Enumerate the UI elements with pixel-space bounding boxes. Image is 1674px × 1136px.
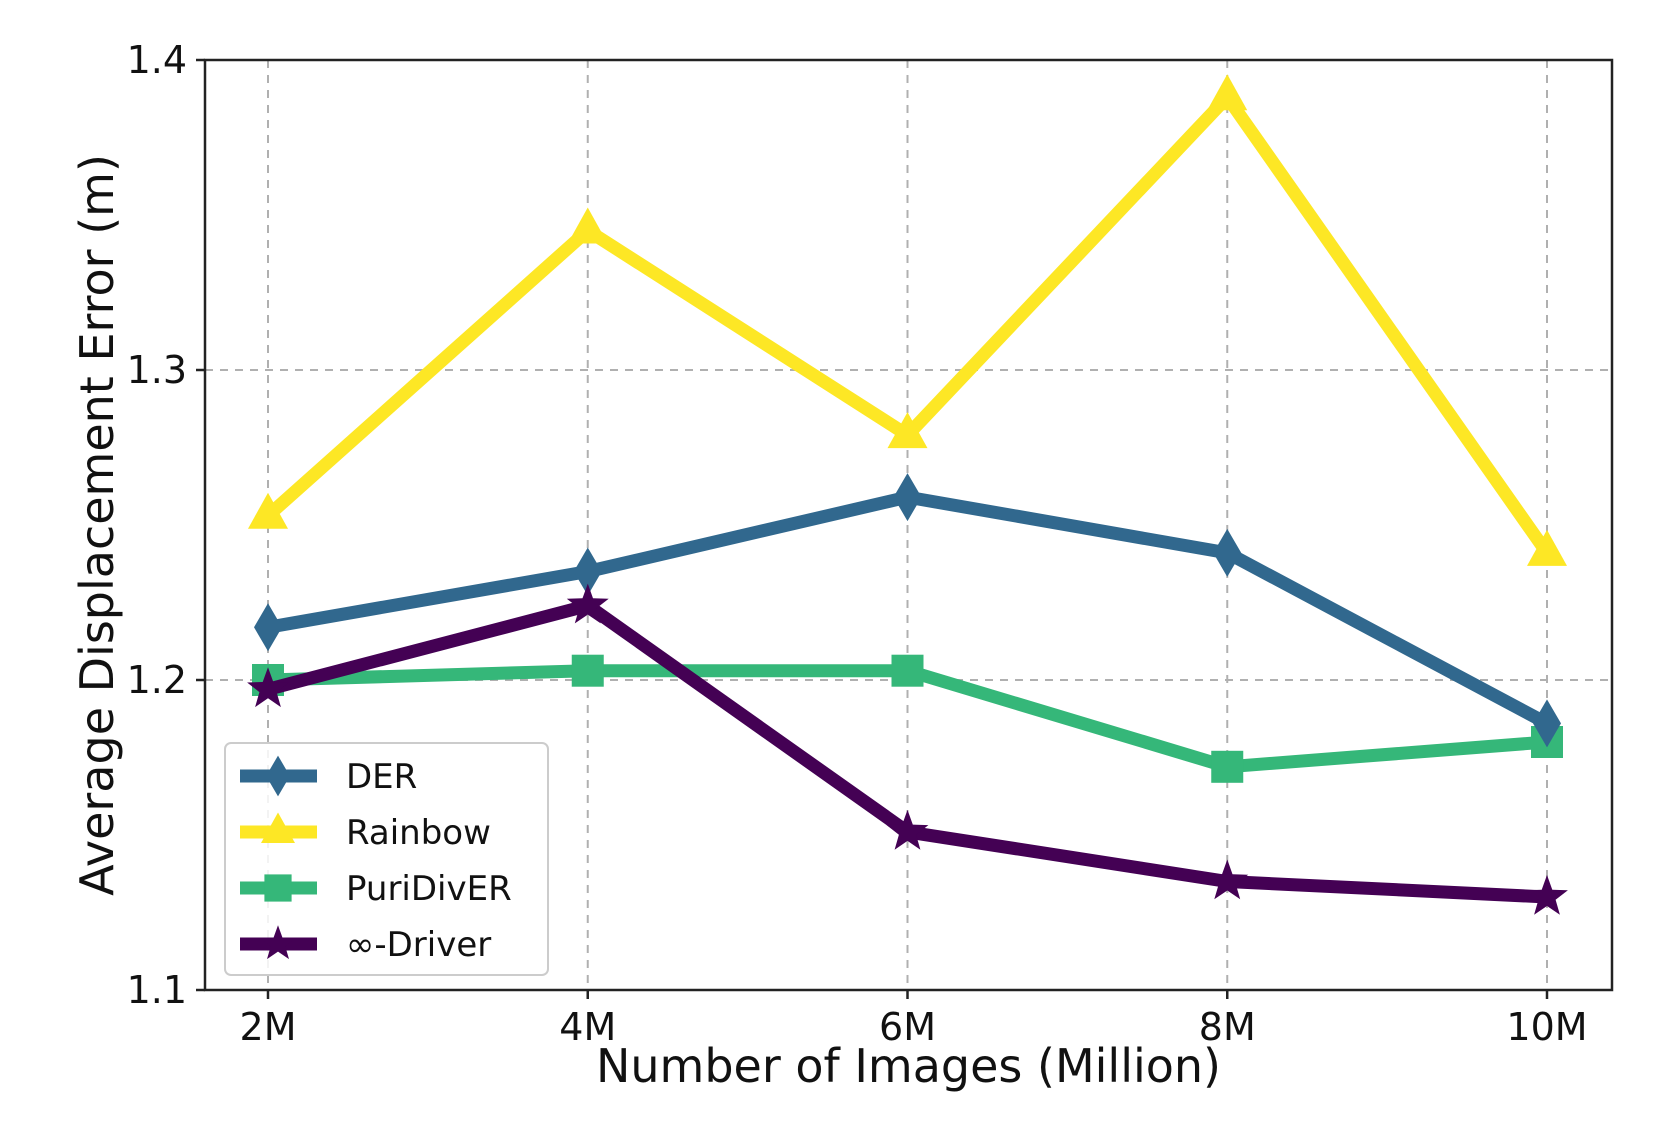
- x-tick-label: 8M: [1199, 1005, 1256, 1049]
- series-DER: [254, 473, 1561, 748]
- data-point: [891, 654, 924, 687]
- data-point: [886, 809, 929, 850]
- x-tick-label: 4M: [559, 1005, 616, 1049]
- legend-label: Rainbow: [346, 813, 491, 853]
- data-point: [573, 547, 602, 596]
- legend-label: PuriDivER: [346, 869, 512, 909]
- legend-label: ∞-Driver: [346, 925, 491, 965]
- data-point: [247, 667, 289, 708]
- data-point: [571, 654, 604, 687]
- series-∞-Driver: [247, 583, 1568, 915]
- series-layer: [247, 74, 1568, 915]
- legend-item: PuriDivER: [240, 869, 512, 909]
- data-point: [1211, 750, 1244, 783]
- data-point: [254, 603, 282, 652]
- legend-marker: [266, 755, 290, 797]
- x-tick-label: 2M: [240, 1005, 297, 1049]
- series-Rainbow: [248, 74, 1567, 566]
- y-tick-label: 1.4: [127, 38, 187, 82]
- x-tick-label: 10M: [1506, 1005, 1587, 1049]
- legend-item: ∞-Driver: [240, 925, 491, 965]
- data-point: [1533, 699, 1561, 748]
- legend-label: DER: [346, 757, 417, 797]
- legend-item: DER: [240, 755, 417, 797]
- legend-item: Rainbow: [240, 812, 491, 853]
- y-tick-label: 1.2: [127, 658, 187, 702]
- legend-box: [224, 742, 549, 976]
- legend: DER Rainbow PuriDivER ∞-Driver: [224, 742, 549, 976]
- x-tick-label: 6M: [879, 1005, 936, 1049]
- y-tick-label: 1.3: [127, 348, 187, 392]
- data-point: [1207, 74, 1248, 111]
- data-point: [1213, 528, 1242, 577]
- data-point: [567, 207, 608, 244]
- legend-marker: [260, 925, 296, 960]
- data-point: [1526, 875, 1568, 915]
- x-axis-label: Number of Images (Million): [596, 1039, 1221, 1093]
- data-point: [566, 583, 609, 624]
- data-point: [1206, 859, 1249, 900]
- y-axis-label: Average Displacement Error (m): [70, 154, 124, 896]
- legend-marker: [264, 874, 292, 902]
- data-point: [887, 412, 928, 449]
- data-point: [893, 473, 922, 522]
- legend-marker: [261, 812, 295, 844]
- data-point: [248, 492, 288, 529]
- axis-ticks: 2M 4M 6M 8M 10M 1.1 1.2 1.3 1.4: [127, 38, 1588, 1049]
- y-tick-label: 1.1: [127, 968, 187, 1012]
- data-point: [1527, 529, 1567, 566]
